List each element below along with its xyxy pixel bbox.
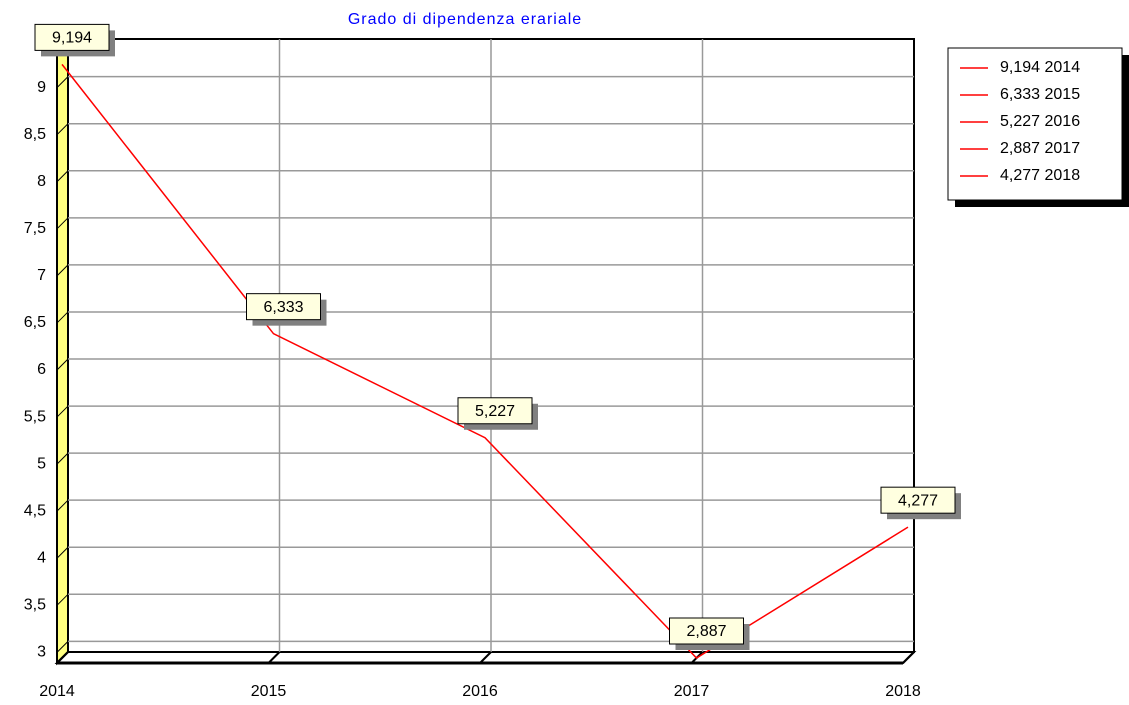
legend-value: 2,887 <box>1000 140 1040 157</box>
y-tick <box>56 452 69 465</box>
x-tick <box>479 651 492 664</box>
y-tick-label: 6 <box>37 361 46 378</box>
y-tick <box>56 405 69 418</box>
legend-label: 6,333 2015 <box>1000 86 1080 103</box>
y-tick-label: 6,5 <box>24 314 46 331</box>
y-tick <box>56 123 69 136</box>
y-tick <box>56 593 69 606</box>
y-tick <box>56 311 69 324</box>
legend-value: 9,194 <box>1000 59 1040 76</box>
x-tick <box>267 651 281 664</box>
y-tick-label: 9 <box>37 79 46 96</box>
value-label: 6,333 <box>263 299 303 316</box>
y-tick <box>56 264 69 277</box>
x-tick-label: 2014 <box>39 683 75 700</box>
legend-value: 5,227 <box>1000 113 1040 130</box>
y-tick-label: 7 <box>37 267 46 284</box>
value-label: 9,194 <box>52 30 92 47</box>
legend-value: 6,333 <box>1000 86 1040 103</box>
value-label-box <box>246 293 321 321</box>
legend <box>947 47 1123 201</box>
legend-category: 2017 <box>1045 140 1081 157</box>
series-line <box>61 63 909 659</box>
y-tick-label: 5,5 <box>24 408 46 425</box>
y-tick-label: 4,5 <box>24 502 46 519</box>
y-tick-label: 5 <box>37 455 46 472</box>
y-tick <box>56 546 69 559</box>
legend-category: 2014 <box>1045 59 1081 76</box>
y-tick-label: 4 <box>37 549 46 566</box>
legend-label: 2,887 2017 <box>1000 140 1080 157</box>
y-tick-label: 7,5 <box>24 220 46 237</box>
legend-value: 4,277 <box>1000 167 1040 184</box>
legend-label: 5,227 2016 <box>1000 113 1080 130</box>
x-tick-label: 2017 <box>674 683 710 700</box>
y-tick <box>56 641 69 653</box>
value-label-box <box>457 397 533 425</box>
x-tick <box>56 651 69 664</box>
value-label-box <box>669 617 744 645</box>
y-tick-label: 3 <box>37 644 46 661</box>
legend-category: 2018 <box>1045 167 1081 184</box>
x-tick-label: 2015 <box>251 683 287 700</box>
x-tick-label: 2018 <box>885 683 921 700</box>
y-tick-label: 8,5 <box>24 126 46 143</box>
chart-title: Grado di dipendenza erariale <box>348 11 582 28</box>
value-label: 4,277 <box>898 492 938 509</box>
value-label-box <box>880 486 956 514</box>
legend-label: 9,194 2014 <box>1000 59 1080 76</box>
x-tick <box>902 651 915 664</box>
legend-category: 2015 <box>1045 86 1081 103</box>
y-tick <box>56 217 69 230</box>
value-label: 2,887 <box>686 623 726 640</box>
y-tick-label: 3,5 <box>24 597 46 614</box>
value-label: 5,227 <box>475 403 515 420</box>
y-tick <box>56 76 69 89</box>
y-tick <box>56 170 69 183</box>
legend-label: 4,277 2018 <box>1000 167 1080 184</box>
y-tick-label: 8 <box>37 173 46 190</box>
value-label-box <box>34 23 110 51</box>
x-tick-label: 2016 <box>462 683 498 700</box>
y-tick <box>56 499 69 512</box>
y-tick <box>56 358 69 371</box>
legend-category: 2016 <box>1045 113 1081 130</box>
